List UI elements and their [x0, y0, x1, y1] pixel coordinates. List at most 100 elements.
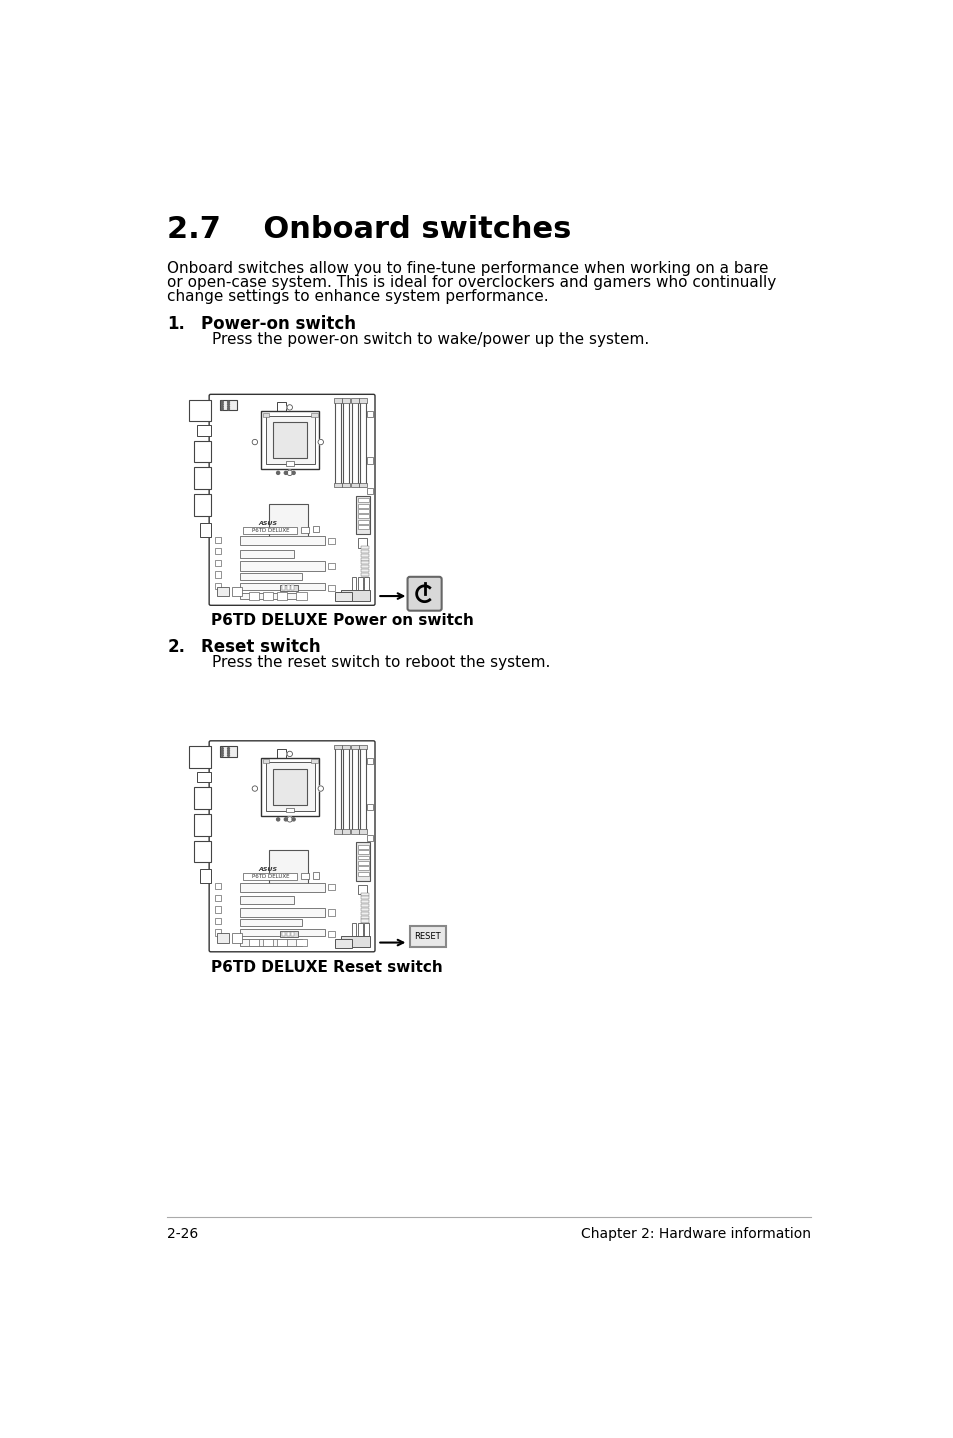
Bar [240, 929, 325, 936]
Bar [277, 939, 286, 946]
Bar [357, 519, 369, 523]
Bar [240, 919, 302, 926]
Bar [240, 592, 302, 600]
Circle shape [228, 749, 230, 752]
Circle shape [287, 817, 293, 823]
Bar [216, 933, 229, 942]
Bar [214, 917, 220, 925]
Bar [367, 758, 373, 764]
Bar [286, 808, 294, 812]
Bar [276, 749, 286, 758]
Bar [357, 884, 367, 894]
Bar [360, 893, 369, 896]
Bar [360, 923, 369, 926]
Bar [360, 907, 369, 912]
Bar [266, 762, 314, 811]
Circle shape [276, 818, 279, 821]
Bar [360, 554, 369, 557]
Text: Press the power-on switch to wake/power up the system.: Press the power-on switch to wake/power … [212, 332, 649, 347]
Bar [233, 933, 241, 942]
Bar [193, 495, 211, 516]
Text: P6TD DELUXE: P6TD DELUXE [252, 874, 289, 879]
Bar [334, 483, 341, 487]
Bar [328, 538, 335, 544]
Bar [263, 592, 273, 600]
Bar [269, 503, 307, 542]
Text: Reset switch: Reset switch [200, 638, 320, 656]
Bar [357, 509, 369, 513]
Bar [249, 939, 258, 946]
Circle shape [228, 748, 230, 749]
Circle shape [221, 748, 223, 749]
Bar [240, 883, 325, 892]
Bar [311, 413, 317, 417]
Text: P6TD DELUXE Power on switch: P6TD DELUXE Power on switch [211, 613, 473, 628]
Text: P6TD DELUXE Reset switch: P6TD DELUXE Reset switch [211, 959, 442, 975]
Bar [214, 929, 220, 936]
Bar [196, 772, 211, 782]
Text: 2-26: 2-26 [167, 1228, 198, 1241]
Bar [351, 483, 358, 487]
Circle shape [228, 752, 230, 754]
Bar [328, 562, 335, 569]
Bar [214, 883, 220, 890]
Bar [291, 585, 294, 590]
Text: 2.7    Onboard switches: 2.7 Onboard switches [167, 214, 571, 244]
Bar [286, 462, 294, 466]
Bar [214, 536, 220, 544]
Bar [240, 907, 325, 917]
Bar [357, 577, 362, 594]
Bar [360, 549, 369, 554]
Bar [261, 411, 319, 469]
Bar [360, 930, 369, 935]
Bar [364, 577, 369, 594]
Bar [262, 759, 269, 764]
Bar [214, 571, 220, 578]
Bar [263, 939, 273, 946]
Bar [360, 900, 369, 903]
Bar [301, 873, 309, 880]
Circle shape [276, 472, 279, 475]
Bar [360, 558, 369, 561]
Bar [240, 549, 294, 558]
Text: or open-case system. This is ideal for overclockers and gamers who continually: or open-case system. This is ideal for o… [167, 275, 776, 290]
Bar [262, 413, 269, 417]
Bar [360, 916, 369, 919]
Bar [351, 745, 358, 749]
Bar [360, 919, 369, 923]
Bar [328, 884, 335, 890]
Bar [249, 592, 258, 600]
Bar [199, 523, 211, 536]
Bar [277, 592, 286, 600]
Bar [360, 565, 369, 568]
Bar [357, 861, 369, 864]
Circle shape [284, 818, 287, 821]
Bar [359, 398, 367, 403]
Bar [367, 411, 373, 417]
Bar [340, 936, 370, 948]
Bar [313, 526, 319, 532]
Bar [233, 587, 241, 597]
Bar [360, 746, 366, 831]
FancyBboxPatch shape [209, 741, 375, 952]
Bar [352, 923, 356, 940]
Bar [360, 905, 369, 907]
Bar [342, 745, 350, 749]
Bar [360, 572, 369, 577]
Circle shape [228, 408, 230, 410]
Circle shape [317, 785, 323, 791]
Bar [352, 746, 357, 831]
Bar [199, 870, 211, 883]
Bar [357, 866, 369, 870]
Circle shape [221, 755, 223, 756]
Bar [351, 398, 358, 403]
Bar [243, 873, 297, 880]
Bar [360, 581, 369, 584]
Bar [357, 538, 367, 548]
Circle shape [221, 752, 223, 754]
Bar [357, 503, 369, 508]
Bar [360, 912, 369, 915]
Bar [286, 585, 290, 590]
Bar [335, 746, 340, 831]
Bar [280, 930, 297, 938]
